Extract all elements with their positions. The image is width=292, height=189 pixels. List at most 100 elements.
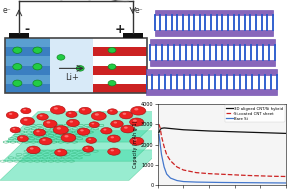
- Circle shape: [114, 122, 117, 124]
- Circle shape: [27, 146, 41, 154]
- Circle shape: [20, 117, 34, 125]
- Circle shape: [121, 126, 135, 133]
- Circle shape: [33, 129, 46, 136]
- Circle shape: [65, 135, 69, 137]
- Bare Si: [162, 166, 166, 168]
- Bar: [123, 33, 143, 38]
- Circle shape: [76, 66, 84, 71]
- Circle shape: [92, 112, 107, 121]
- Circle shape: [133, 139, 137, 141]
- Bare Si: [272, 182, 275, 184]
- Bar: [150, 60, 275, 66]
- Si-coated CNT sheet: [182, 169, 185, 171]
- Circle shape: [55, 149, 67, 156]
- Circle shape: [79, 107, 91, 114]
- 3D aligned CNT/Si hybrid: [207, 130, 211, 132]
- Circle shape: [134, 108, 138, 110]
- Circle shape: [77, 128, 90, 135]
- Circle shape: [51, 106, 66, 115]
- 3D aligned CNT/Si hybrid: [272, 132, 275, 134]
- Bar: [155, 30, 273, 36]
- Bar: [93, 47, 147, 57]
- Circle shape: [13, 64, 22, 70]
- Circle shape: [37, 114, 48, 120]
- Legend: 3D aligned CNT/Si hybrid, Si-coated CNT sheet, Bare Si: 3D aligned CNT/Si hybrid, Si-coated CNT …: [225, 105, 285, 122]
- Circle shape: [111, 120, 123, 127]
- Circle shape: [23, 109, 26, 111]
- Circle shape: [61, 133, 76, 142]
- Text: -: -: [25, 23, 30, 36]
- Text: e⁻: e⁻: [3, 6, 11, 15]
- Circle shape: [133, 119, 137, 122]
- Circle shape: [91, 123, 94, 125]
- Circle shape: [67, 120, 80, 127]
- Circle shape: [33, 80, 42, 86]
- Circle shape: [13, 47, 22, 53]
- Circle shape: [36, 130, 40, 132]
- Bare Si: [160, 154, 163, 156]
- Polygon shape: [0, 150, 161, 180]
- Bar: [5, 84, 50, 93]
- Circle shape: [11, 127, 21, 133]
- Circle shape: [82, 108, 85, 111]
- Circle shape: [33, 47, 42, 53]
- Circle shape: [13, 80, 22, 86]
- Circle shape: [38, 114, 49, 121]
- Circle shape: [108, 47, 116, 53]
- Bare Si: [194, 181, 198, 183]
- Bar: [5, 38, 147, 93]
- 3D aligned CNT/Si hybrid: [194, 129, 198, 132]
- Circle shape: [108, 148, 120, 155]
- Circle shape: [18, 136, 29, 142]
- Bare Si: [259, 182, 262, 184]
- Circle shape: [108, 109, 118, 115]
- Circle shape: [58, 150, 61, 152]
- Bar: [150, 39, 275, 45]
- Circle shape: [103, 129, 107, 131]
- Circle shape: [120, 112, 133, 119]
- Circle shape: [84, 146, 94, 153]
- 3D aligned CNT/Si hybrid: [284, 132, 288, 135]
- Circle shape: [131, 106, 146, 115]
- Bare Si: [159, 143, 162, 146]
- Text: e⁻: e⁻: [134, 6, 143, 15]
- Circle shape: [21, 108, 31, 114]
- Line: Bare Si: Bare Si: [159, 134, 286, 183]
- Bar: [146, 69, 277, 75]
- Bare Si: [165, 173, 168, 175]
- Circle shape: [107, 109, 117, 115]
- Circle shape: [130, 137, 144, 145]
- Circle shape: [10, 127, 20, 133]
- Circle shape: [22, 108, 32, 114]
- 3D aligned CNT/Si hybrid: [259, 132, 262, 134]
- Circle shape: [108, 81, 116, 86]
- Circle shape: [90, 122, 100, 128]
- Circle shape: [111, 136, 114, 138]
- Circle shape: [121, 125, 134, 133]
- Circle shape: [39, 138, 52, 145]
- Circle shape: [91, 112, 106, 120]
- Bar: [146, 89, 277, 95]
- Circle shape: [66, 111, 77, 117]
- Circle shape: [6, 112, 18, 119]
- Circle shape: [21, 118, 35, 126]
- 3D aligned CNT/Si hybrid: [165, 127, 168, 129]
- Circle shape: [40, 138, 53, 145]
- Circle shape: [46, 121, 50, 124]
- Bar: [93, 38, 147, 47]
- Bare Si: [284, 182, 288, 184]
- Bar: [93, 75, 147, 84]
- Text: Li+: Li+: [65, 73, 79, 82]
- 3D aligned CNT/Si hybrid: [233, 131, 237, 133]
- Circle shape: [55, 149, 68, 156]
- Si-coated CNT sheet: [157, 123, 161, 125]
- Si-coated CNT sheet: [194, 171, 198, 174]
- Circle shape: [87, 138, 97, 144]
- Circle shape: [107, 135, 120, 142]
- Bar: [5, 66, 50, 75]
- Circle shape: [131, 138, 144, 146]
- Si-coated CNT sheet: [246, 174, 249, 177]
- 3D aligned CNT/Si hybrid: [169, 127, 172, 130]
- 3D aligned CNT/Si hybrid: [159, 128, 162, 130]
- Circle shape: [110, 110, 112, 112]
